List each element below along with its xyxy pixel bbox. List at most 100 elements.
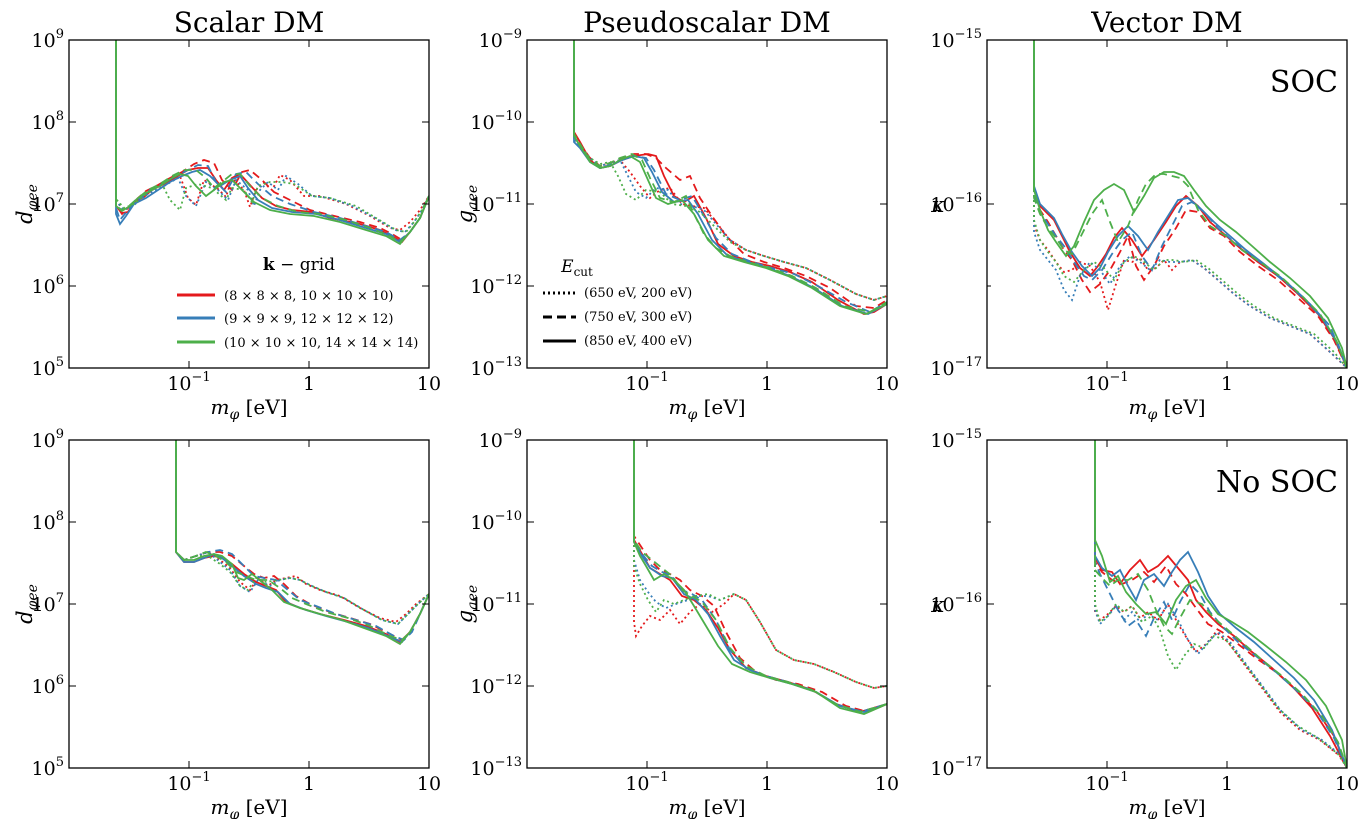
y-tick-label: 10−13: [470, 755, 522, 780]
series-group: [1033, 40, 1347, 368]
y-tick-marks: [69, 521, 429, 687]
series-blue-dashed: [1094, 440, 1347, 768]
series-red-dotted: [633, 440, 887, 689]
series-green-dotted: [573, 40, 887, 301]
y-axis-label: κ: [930, 593, 945, 617]
series-group: [175, 440, 429, 646]
panel-title: Vector DM: [1090, 6, 1242, 39]
y-tick-label: 108: [32, 509, 64, 534]
y-tick-label: 108: [32, 109, 64, 134]
y-tick-label: 10−16: [930, 591, 982, 616]
series-blue-dotted: [1033, 40, 1347, 368]
y-tick-label: 10−9: [479, 27, 522, 52]
series-group: [573, 40, 887, 315]
x-tick-label: 10−1: [167, 370, 210, 395]
series-green-dotted: [175, 440, 429, 625]
x-tick-label: 10−1: [167, 770, 210, 795]
y-tick-label: 10−13: [470, 355, 522, 380]
x-tick-label: 10: [417, 373, 441, 395]
series-red-dotted: [573, 40, 887, 301]
panel-vector-nosoc: 10−15 10−16 10−17 10−1 1 10 mφ [eV] κ No…: [930, 427, 1359, 819]
series-green-dashed: [115, 40, 429, 244]
x-axis-label: mφ [eV]: [210, 395, 287, 423]
series-red-solid: [633, 440, 887, 713]
series-green-dashed: [175, 440, 429, 642]
panel-scalar-nosoc: 109 108 107 106 105 10−1 1 10 mφ [eV] dφ…: [13, 427, 441, 819]
y-tick-label: 10−10: [470, 109, 522, 134]
y-tick-label: 10−17: [930, 755, 982, 780]
series-red-solid: [175, 440, 429, 644]
series-blue-dotted: [573, 40, 887, 301]
series-red-dashed: [573, 40, 887, 309]
y-tick-label: 10−9: [479, 427, 522, 452]
y-tick-label: 10−11: [470, 591, 522, 616]
y-tick-label: 10−17: [930, 355, 982, 380]
series-green-solid: [175, 440, 429, 646]
series-blue-solid: [115, 40, 429, 244]
x-tick-marks: [188, 440, 310, 768]
y-tick-label: 10−16: [930, 191, 982, 216]
y-tick-label: 105: [32, 755, 64, 780]
panel-pseudoscalar-nosoc: 10−9 10−10 10−11 10−12 10−13 10−1 1 10 m…: [453, 427, 899, 819]
series-green-solid: [573, 40, 887, 315]
x-tick-label: 1: [303, 373, 315, 395]
series-group: [633, 440, 887, 715]
x-tick-marks: [1106, 440, 1228, 768]
panel-annotation: SOC: [1270, 65, 1338, 100]
y-tick-label: 107: [32, 191, 64, 216]
y-tick-label: 107: [32, 591, 64, 616]
series-blue-dotted: [175, 440, 429, 625]
series-blue-dashed: [573, 40, 887, 314]
x-tick-label: 1: [303, 773, 315, 795]
series-blue-solid: [1094, 440, 1347, 768]
y-tick-label: 10−11: [470, 191, 522, 216]
series-blue-solid: [175, 440, 429, 644]
panel-scalar-soc: Scalar DM 109 108 107 106 105 10−1 1 10 …: [13, 6, 441, 423]
x-tick-label: 1: [761, 773, 773, 795]
series-blue-solid: [633, 440, 887, 713]
legend-title: Ecut: [560, 257, 593, 279]
series-red-dashed: [633, 440, 887, 713]
y-axis-label: dφee: [13, 184, 41, 224]
y-tick-label: 106: [32, 273, 64, 298]
x-tick-label: 1: [1221, 773, 1233, 795]
y-axis-label: gaee: [453, 585, 481, 623]
series-green-dashed: [1033, 40, 1347, 368]
y-tick-label: 105: [32, 355, 64, 380]
x-tick-label: 10−1: [1085, 770, 1128, 795]
x-tick-label: 1: [761, 373, 773, 395]
y-axis-label: gaee: [453, 185, 481, 223]
x-tick-marks: [646, 40, 768, 368]
y-tick-label: 10−15: [930, 427, 982, 452]
series-blue-solid: [573, 40, 887, 315]
x-tick-label: 10: [1335, 773, 1359, 795]
y-axis-label: κ: [930, 193, 945, 217]
x-tick-label: 10: [875, 773, 899, 795]
series-green-dashed: [1094, 440, 1347, 768]
y-tick-label: 10−12: [470, 273, 522, 298]
series-red-dashed: [175, 440, 429, 642]
x-tick-label: 10: [875, 373, 899, 395]
legend-label: (850 eV, 400 eV): [584, 334, 692, 349]
x-tick-marks: [188, 40, 310, 368]
panel-title: Scalar DM: [174, 6, 325, 39]
y-tick-label: 109: [32, 27, 64, 52]
y-tick-label: 109: [32, 427, 64, 452]
series-blue-dotted: [633, 440, 887, 689]
y-tick-marks: [987, 121, 1347, 287]
series-blue-dotted: [1094, 440, 1347, 768]
series-red-solid: [115, 40, 429, 244]
panel-annotation: No SOC: [1216, 465, 1338, 500]
y-tick-marks: [527, 521, 887, 687]
series-red-dotted: [115, 40, 429, 231]
x-tick-marks: [646, 440, 768, 768]
series-blue-dashed: [175, 440, 429, 642]
y-axis-label: dφee: [13, 584, 41, 624]
series-green-dashed: [633, 440, 887, 713]
x-tick-marks: [1106, 40, 1228, 368]
x-axis-label: mφ [eV]: [1128, 395, 1205, 423]
y-tick-label: 10−15: [930, 27, 982, 52]
x-axis-label: mφ [eV]: [1128, 795, 1205, 819]
y-tick-marks: [987, 521, 1347, 687]
